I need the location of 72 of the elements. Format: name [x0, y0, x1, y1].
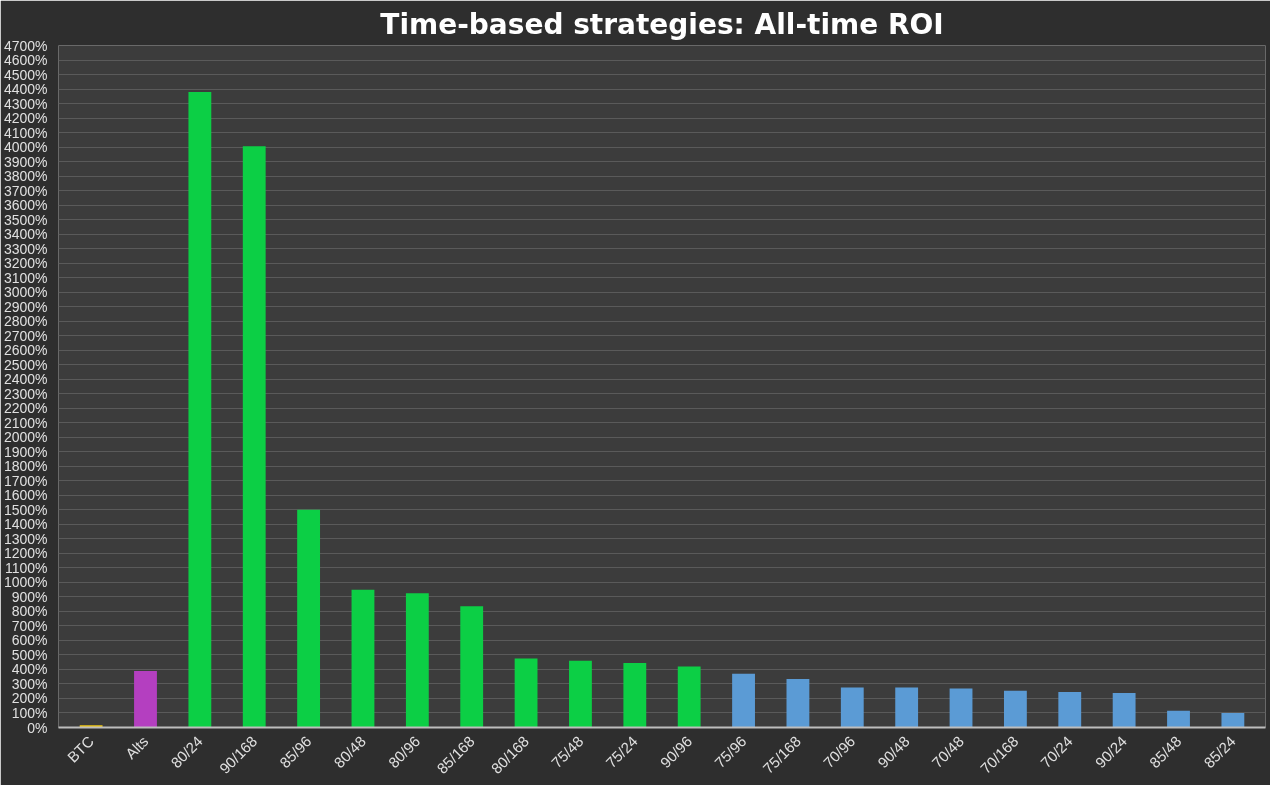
bar [351, 589, 375, 728]
y-tick-label: 2800% [3, 313, 48, 330]
y-tick-label: 4300% [3, 95, 48, 112]
y-tick-label: 400% [11, 661, 48, 678]
bar [677, 666, 701, 728]
y-tick-label: 3500% [3, 211, 48, 228]
y-tick-label: 2500% [3, 356, 48, 373]
y-tick-label: 4100% [3, 124, 48, 141]
bar [732, 673, 755, 728]
y-tick-label: 2000% [3, 429, 48, 446]
chart-title: Time-based strategies: All-time ROI [380, 7, 944, 41]
y-tick-label: 4200% [3, 110, 48, 127]
x-tick-label: Alts [121, 732, 152, 763]
y-tick-label: 2700% [3, 327, 48, 344]
y-tick-label: 2600% [3, 342, 48, 359]
y-tick-label: 1300% [3, 530, 48, 547]
y-tick-label: 3300% [3, 240, 48, 257]
bar [1112, 693, 1136, 728]
y-tick-label: 3400% [3, 226, 48, 243]
y-tick-label: 4400% [3, 81, 48, 98]
bar [895, 687, 919, 728]
bar [1221, 712, 1245, 728]
bar [1003, 690, 1027, 728]
y-tick-label: 500% [11, 646, 48, 663]
y-tick-label: 1600% [3, 487, 48, 504]
y-tick-label: 2100% [3, 414, 48, 431]
y-tick-label: 4600% [3, 52, 48, 69]
y-tick-label: 1400% [3, 516, 48, 533]
y-tick-label: 1200% [3, 545, 48, 562]
y-tick-label: 800% [11, 603, 48, 620]
y-tick-label: 700% [11, 617, 48, 634]
bar [79, 725, 103, 728]
bar [242, 146, 266, 728]
bar [569, 660, 592, 728]
y-tick-label: 2900% [3, 298, 48, 315]
y-tick-label: 2400% [3, 371, 48, 388]
bar [1167, 710, 1190, 728]
y-tick-label: 2200% [3, 400, 48, 417]
y-tick-label: 3800% [3, 168, 48, 185]
y-tick-label: 0% [27, 719, 48, 736]
bar [297, 509, 321, 728]
bar [405, 593, 429, 728]
y-tick-label: 3100% [3, 269, 48, 286]
y-tick-label: 1000% [3, 574, 48, 591]
y-tick-label: 3000% [3, 284, 48, 301]
y-tick-label: 300% [11, 675, 48, 692]
y-tick-label: 900% [11, 588, 48, 605]
bar [134, 670, 157, 728]
y-tick-label: 1800% [3, 458, 48, 475]
bar [514, 658, 538, 728]
bar [840, 687, 864, 728]
y-tick-label: 3700% [3, 182, 48, 199]
bar [188, 91, 212, 728]
bar [460, 606, 484, 728]
y-tick-label: 600% [11, 632, 48, 649]
y-tick-label: 3900% [3, 153, 48, 170]
y-tick-label: 4000% [3, 139, 48, 156]
y-tick-label: 100% [11, 704, 48, 721]
bar [623, 662, 647, 728]
bar [949, 688, 973, 728]
y-tick-label: 1700% [3, 472, 48, 489]
y-tick-label: 4500% [3, 66, 48, 83]
y-tick-label: 1100% [4, 559, 48, 576]
y-tick-label: 200% [11, 690, 48, 707]
y-tick-label: 3200% [3, 255, 48, 272]
y-tick-label: 3600% [3, 197, 48, 214]
bar [1058, 691, 1082, 728]
bar [786, 678, 810, 728]
y-tick-label: 1900% [3, 443, 48, 460]
y-tick-label: 2300% [3, 385, 48, 402]
y-tick-label: 1500% [3, 501, 48, 518]
y-tick-label: 4700% [3, 37, 48, 54]
